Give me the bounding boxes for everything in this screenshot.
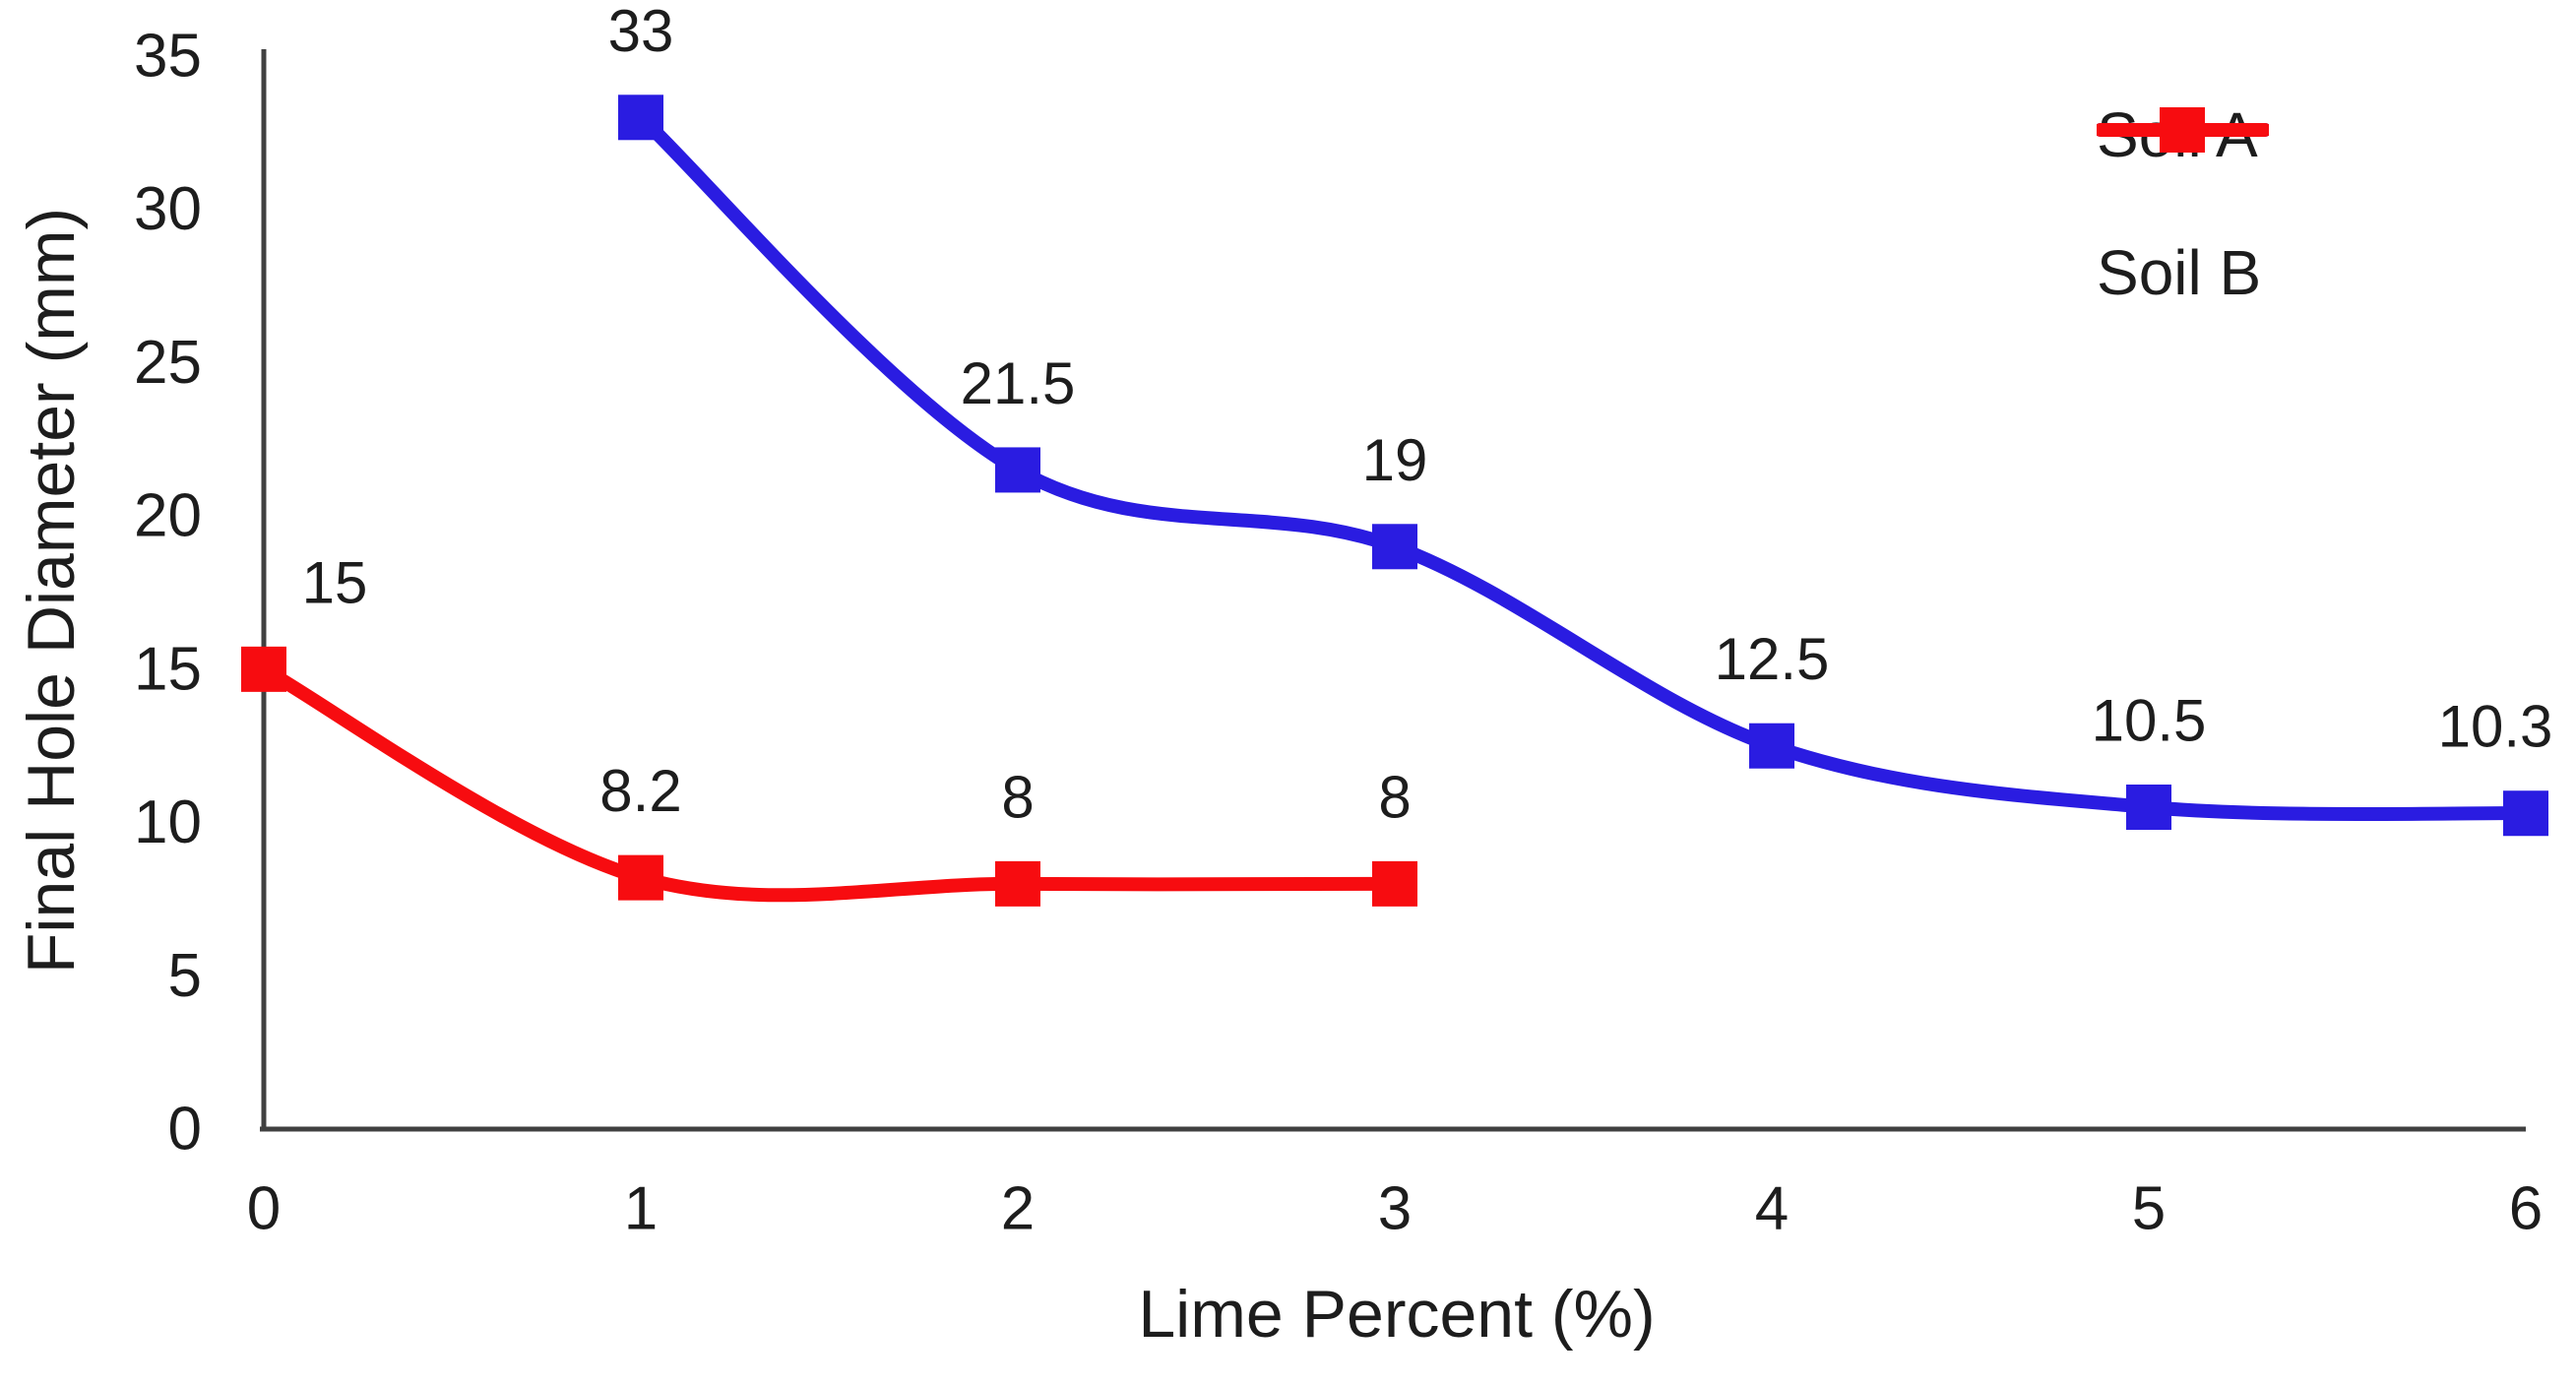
data-label-soil-b: 8: [1001, 764, 1034, 830]
x-tick-label: 4: [1755, 1175, 1789, 1243]
series-soil-b-line: [257, 662, 1402, 903]
x-tick-label: 2: [1001, 1175, 1035, 1243]
series-soil-a-marker: [1372, 524, 1417, 570]
data-label-soil-b: 15: [302, 549, 368, 615]
data-label-soil-a: 33: [608, 0, 674, 64]
x-tick-label: 1: [624, 1175, 658, 1243]
data-label-soil-a: 19: [1362, 427, 1428, 493]
series-soil-a-line: [634, 110, 2533, 822]
series-soil-b-marker: [241, 646, 286, 692]
y-tick-label: 5: [168, 942, 202, 1010]
legend-sample-soil-b: [2097, 107, 2269, 153]
data-label-soil-b: 8: [1378, 764, 1411, 830]
y-tick-label: 25: [134, 329, 202, 397]
x-tick-label: 3: [1378, 1175, 1412, 1243]
data-label-soil-a: 10.5: [2092, 688, 2207, 754]
data-label-soil-a: 12.5: [1715, 626, 1830, 692]
series-soil-a-marker: [2503, 790, 2548, 837]
x-tick-label: 5: [2132, 1175, 2166, 1243]
data-label-soil-a: 10.3: [2438, 694, 2553, 760]
series-soil-b-marker: [995, 860, 1040, 907]
data-label-soil-a: 21.5: [961, 350, 1076, 416]
y-tick-label: 30: [134, 175, 202, 243]
y-tick-label: 10: [134, 788, 202, 856]
legend-item-soil-b: Soil B: [2097, 107, 2269, 309]
series-soil-a-marker: [1749, 723, 1794, 769]
data-label-soil-b: 8.2: [599, 758, 681, 824]
series-soil-a-marker: [618, 94, 663, 141]
legend: Soil A Soil B: [2097, 98, 2269, 309]
y-tick-label: 0: [168, 1096, 202, 1164]
legend-label-soil-b: Soil B: [2097, 237, 2262, 308]
x-tick-label: 6: [2509, 1175, 2543, 1243]
y-tick-label: 35: [134, 23, 202, 91]
y-tick-label: 15: [134, 635, 202, 703]
series-soil-b-marker: [1372, 860, 1417, 907]
x-axis-title: Lime Percent (%): [1138, 1277, 1656, 1352]
series-soil-b-marker: [618, 854, 663, 901]
x-tick-label: 0: [247, 1175, 281, 1243]
series-soil-a-marker: [995, 447, 1040, 493]
series-soil-a-marker: [2126, 785, 2171, 830]
y-tick-label: 20: [134, 482, 202, 550]
y-axis-title: Final Hole Diameter (mm): [14, 207, 89, 975]
